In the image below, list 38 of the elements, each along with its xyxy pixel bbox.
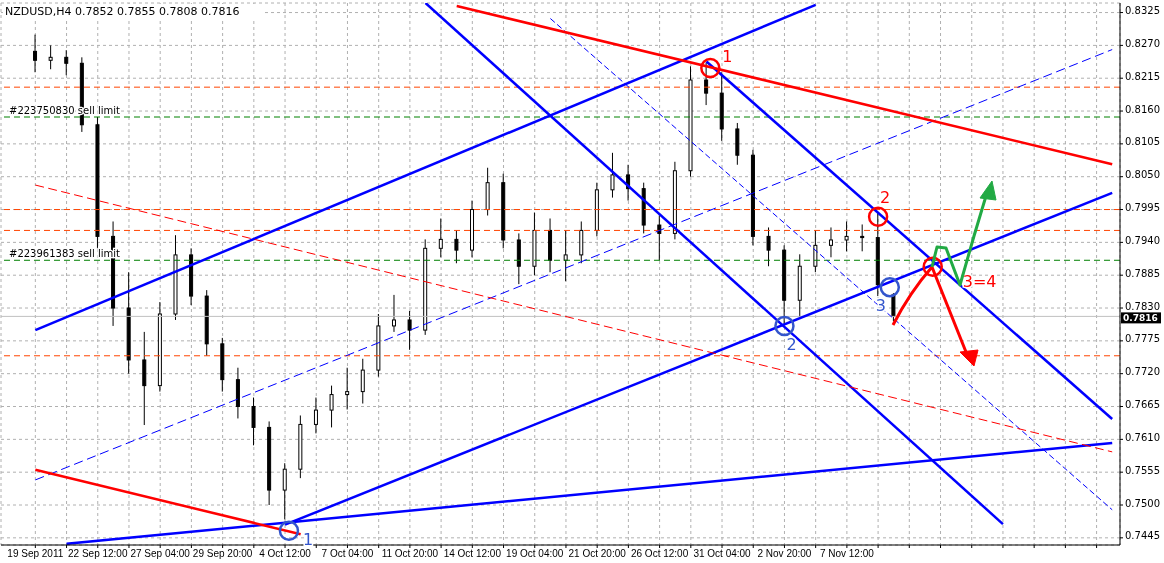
x-tick-label: 7 Oct 04:00 — [321, 548, 374, 560]
chart-title: NZDUSD,H4 0.7852 0.7855 0.7808 0.7816 — [5, 5, 240, 18]
annotation: 2 — [880, 187, 891, 207]
y-tick-label: 0.8105 — [1125, 136, 1160, 148]
x-tick-label: 19 Oct 04:00 — [506, 548, 564, 560]
annotation: 2 — [786, 334, 797, 354]
y-tick-label: 0.7940 — [1125, 234, 1160, 246]
x-tick-label: 26 Oct 12:00 — [630, 548, 689, 560]
x-tick-label: 11 Oct 20:00 — [381, 548, 439, 560]
y-tick-label: 0.8215 — [1125, 70, 1160, 82]
y-tick-label: 0.8050 — [1125, 169, 1160, 181]
annotation: 1 — [302, 529, 314, 549]
x-tick-label: 29 Sep 20:00 — [192, 548, 253, 560]
y-tick-label: 0.7500 — [1125, 497, 1160, 509]
y-tick-label: 0.7830 — [1125, 300, 1160, 312]
annotation: 1 — [722, 47, 733, 67]
y-tick-label: 0.7665 — [1125, 399, 1160, 411]
x-tick-label: 2 Nov 20:00 — [757, 548, 812, 560]
y-tick-label: 0.7555 — [1125, 464, 1160, 476]
x-tick-label: 22 Sep 12:00 — [68, 548, 128, 560]
x-tick-label: 31 Oct 04:00 — [693, 548, 752, 560]
y-tick-label: 0.8325 — [1125, 5, 1160, 17]
y-tick-label: 0.8270 — [1125, 37, 1160, 49]
y-tick-label: 0.7610 — [1125, 431, 1160, 443]
x-tick-label: 14 Oct 12:00 — [443, 548, 502, 560]
x-tick-label: 27 Sep 04:00 — [130, 548, 191, 560]
y-tick-label: 0.7720 — [1125, 366, 1160, 378]
y-tick-label: 0.8160 — [1125, 103, 1160, 115]
x-tick-label: 19 Sep 2011 — [7, 548, 64, 560]
y-tick-label: 0.7775 — [1125, 333, 1160, 345]
annotation: 3=4 — [962, 271, 997, 291]
y-tick-label: 0.7995 — [1125, 202, 1160, 214]
y-tick-label: 0.7885 — [1125, 267, 1160, 279]
x-tick-label: 7 Nov 12:00 — [819, 548, 875, 560]
y-tick-label: 0.7445 — [1125, 530, 1160, 542]
x-tick-label: 21 Oct 20:00 — [568, 548, 627, 560]
ref-line-label: 0.7816 — [1123, 313, 1158, 324]
x-tick-label: 4 Oct 12:00 — [259, 548, 312, 560]
